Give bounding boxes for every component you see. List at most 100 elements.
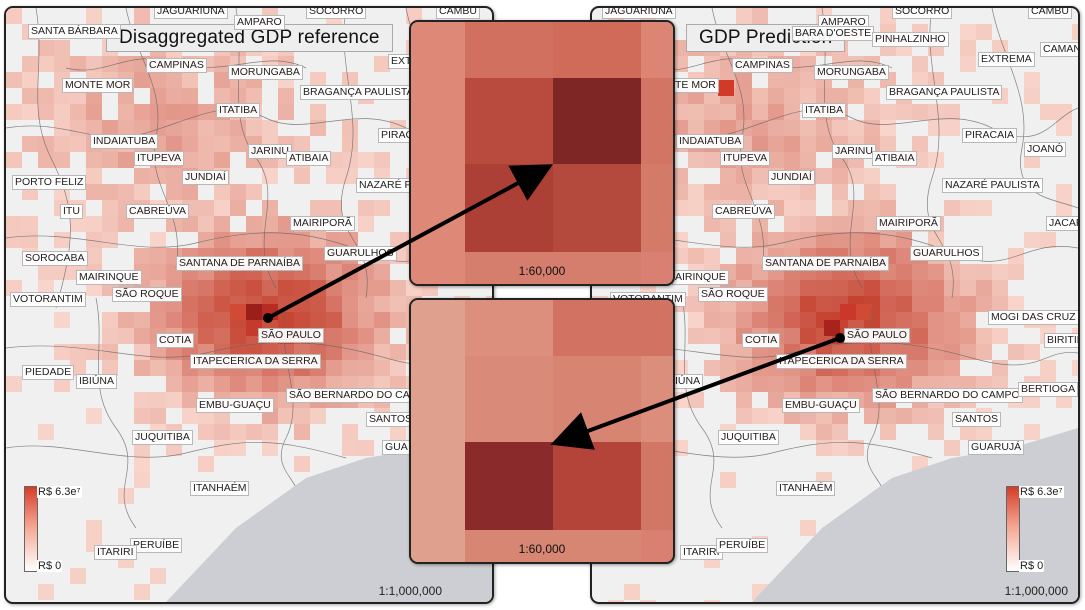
heat-cell bbox=[832, 232, 848, 248]
heat-cell bbox=[752, 360, 768, 376]
heat-cell bbox=[688, 104, 704, 120]
heat-cell bbox=[54, 264, 70, 280]
heat-cell bbox=[134, 72, 150, 88]
heat-cell bbox=[246, 120, 262, 136]
heat-cell bbox=[54, 120, 70, 136]
heat-cell bbox=[358, 440, 374, 456]
heat-cell bbox=[278, 280, 294, 296]
heat-cell bbox=[672, 168, 688, 184]
city-label: MAIRIPORÃ bbox=[876, 216, 941, 231]
heat-cell bbox=[278, 88, 294, 104]
ocean bbox=[752, 428, 1078, 602]
heat-cell bbox=[736, 248, 752, 264]
heat-cell bbox=[374, 280, 390, 296]
heat-cell bbox=[784, 280, 800, 296]
heat-cell bbox=[246, 216, 262, 232]
heat-cell bbox=[816, 376, 832, 392]
heat-cell bbox=[358, 296, 374, 312]
heat-cell bbox=[214, 88, 230, 104]
heat-cell bbox=[134, 312, 150, 328]
heat-cell bbox=[150, 408, 166, 424]
heat-cell bbox=[246, 184, 262, 200]
city-label: JAGUARIÚNA bbox=[602, 8, 676, 19]
heat-cell bbox=[310, 280, 326, 296]
city-label: GUARUJÁ bbox=[968, 440, 1025, 455]
heat-cell bbox=[54, 376, 70, 392]
heat-cell bbox=[118, 120, 134, 136]
heat-cell bbox=[150, 392, 166, 408]
heat-cell bbox=[816, 440, 832, 456]
city-label: VOTORANTIM bbox=[10, 292, 86, 307]
city-label: SOCORRO bbox=[892, 8, 953, 19]
heat-cell bbox=[38, 136, 54, 152]
heat-cell bbox=[832, 120, 848, 136]
heat-cell bbox=[704, 248, 720, 264]
heat-cell bbox=[214, 200, 230, 216]
city-label: SÃO BERNARDO DO CA bbox=[286, 388, 413, 403]
city-label: CABREÚVA bbox=[126, 204, 189, 219]
heat-cell bbox=[294, 312, 310, 328]
city-label: ITARIRI bbox=[94, 545, 137, 560]
city-label: BARA D'OESTE bbox=[792, 26, 875, 41]
heat-cell bbox=[214, 184, 230, 200]
legend-gradient bbox=[1006, 486, 1020, 572]
heat-cell bbox=[102, 328, 118, 344]
city-label: CAMBU bbox=[436, 8, 480, 19]
heat-cell bbox=[928, 104, 944, 120]
heat-cell bbox=[752, 88, 768, 104]
heat-cell bbox=[182, 104, 198, 120]
heat-cell bbox=[198, 456, 214, 472]
heat-cell bbox=[6, 216, 22, 232]
heat-cell bbox=[736, 376, 752, 392]
heat-cell bbox=[960, 296, 976, 312]
heat-cell bbox=[944, 440, 960, 456]
heat-cell bbox=[976, 280, 992, 296]
heat-cell bbox=[198, 200, 214, 216]
heat-cell bbox=[182, 296, 198, 312]
heat-cell bbox=[800, 312, 816, 328]
heat-cell bbox=[672, 184, 688, 200]
map-scale: 1:1,000,000 bbox=[378, 584, 442, 598]
heat-cell bbox=[840, 304, 856, 320]
heat-cell bbox=[262, 440, 278, 456]
heat-cell bbox=[880, 424, 896, 440]
city-label: JUQUITIBA bbox=[132, 430, 193, 445]
heat-cell bbox=[800, 184, 816, 200]
heat-cell bbox=[230, 328, 246, 344]
heat-cell bbox=[896, 264, 912, 280]
heat-cell bbox=[768, 376, 784, 392]
heat-cell bbox=[86, 152, 102, 168]
heat-cell bbox=[768, 72, 784, 88]
heat-cell bbox=[182, 392, 198, 408]
heat-cell bbox=[6, 376, 22, 392]
heat-cell bbox=[230, 424, 246, 440]
heat-cell bbox=[800, 72, 816, 88]
heat-cell bbox=[688, 328, 704, 344]
heat-cell bbox=[912, 344, 928, 360]
heat-cell bbox=[960, 56, 976, 72]
heat-cell bbox=[800, 200, 816, 216]
heat-cell bbox=[86, 184, 102, 200]
heat-cell bbox=[246, 280, 262, 296]
heat-cell bbox=[1040, 360, 1056, 376]
heat-cell bbox=[704, 312, 720, 328]
city-label: EXTREMA bbox=[978, 52, 1035, 67]
heat-cell bbox=[672, 200, 688, 216]
heat-cell bbox=[832, 88, 848, 104]
heat-cell bbox=[912, 56, 928, 72]
heat-cell bbox=[374, 152, 390, 168]
heat-cell bbox=[262, 168, 278, 184]
heat-cell bbox=[688, 312, 704, 328]
heat-cell bbox=[214, 312, 230, 328]
city-label: SÃO ROQUE bbox=[698, 287, 768, 302]
heat-cell bbox=[912, 328, 928, 344]
heat-cell bbox=[374, 56, 390, 72]
heat-cell bbox=[310, 296, 326, 312]
heat-cell bbox=[864, 408, 880, 424]
heat-cell bbox=[278, 104, 294, 120]
heat-cell bbox=[342, 264, 358, 280]
heat-cell bbox=[976, 24, 992, 40]
heat-cell bbox=[768, 184, 784, 200]
city-label: JUNDIAÍ bbox=[768, 170, 815, 185]
heat-cell bbox=[704, 328, 720, 344]
